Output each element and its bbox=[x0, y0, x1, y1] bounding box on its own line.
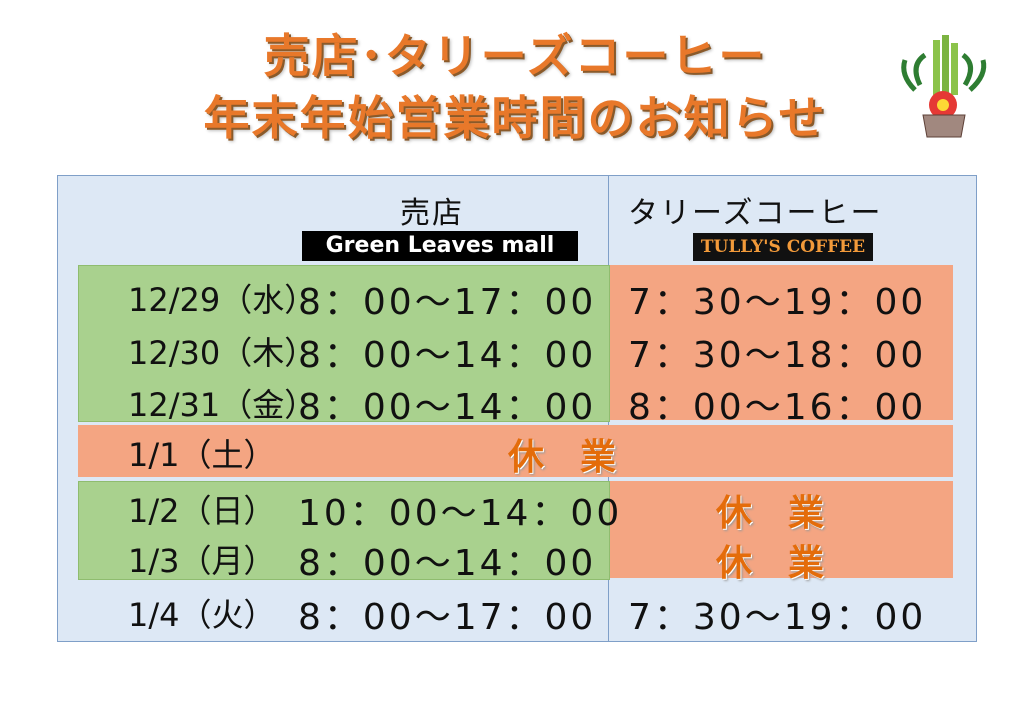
date: 12/31（金） bbox=[128, 386, 317, 424]
closed-label: 休 業 bbox=[716, 493, 825, 534]
kadomatsu-icon bbox=[901, 35, 987, 138]
hours: 8：00～16：00 bbox=[628, 387, 927, 428]
hours: 8：00～17：00 bbox=[298, 282, 597, 323]
hours: 7：30～18：00 bbox=[628, 335, 927, 376]
hours: 8：00～17：00 bbox=[298, 597, 597, 638]
hours: 8：00～14：00 bbox=[298, 543, 597, 584]
date: 1/4（火） bbox=[128, 596, 276, 634]
hours: 8：00～14：00 bbox=[298, 387, 597, 428]
closed-label: 休 業 bbox=[716, 543, 825, 584]
closed-label: 休 業 bbox=[508, 437, 617, 478]
title-line: 売店･タリーズコーヒー bbox=[263, 29, 767, 83]
date: 12/29（水） bbox=[128, 281, 317, 319]
hours: 7：30～19：00 bbox=[628, 597, 927, 638]
hours: 7：30～19：00 bbox=[628, 282, 927, 323]
open-block bbox=[78, 481, 610, 580]
hours: 10：00～14：00 bbox=[298, 493, 623, 534]
date: 1/2（日） bbox=[128, 492, 276, 530]
date: 1/3（月） bbox=[128, 542, 276, 580]
brand-logo: Green Leaves mall bbox=[302, 231, 578, 261]
open-block bbox=[610, 265, 953, 420]
closed-block bbox=[78, 425, 953, 477]
open-block bbox=[78, 265, 610, 422]
title-line: 年末年始営業時間のお知らせ bbox=[203, 91, 827, 145]
closed-block bbox=[610, 481, 953, 578]
date: 12/30（木） bbox=[128, 334, 317, 372]
column-header: 売店 bbox=[400, 196, 464, 231]
brand-logo: TULLY'S COFFEE bbox=[693, 233, 873, 261]
column-header: タリーズコーヒー bbox=[628, 196, 883, 231]
date: 1/1（土） bbox=[128, 436, 276, 474]
hours: 8：00～14：00 bbox=[298, 335, 597, 376]
